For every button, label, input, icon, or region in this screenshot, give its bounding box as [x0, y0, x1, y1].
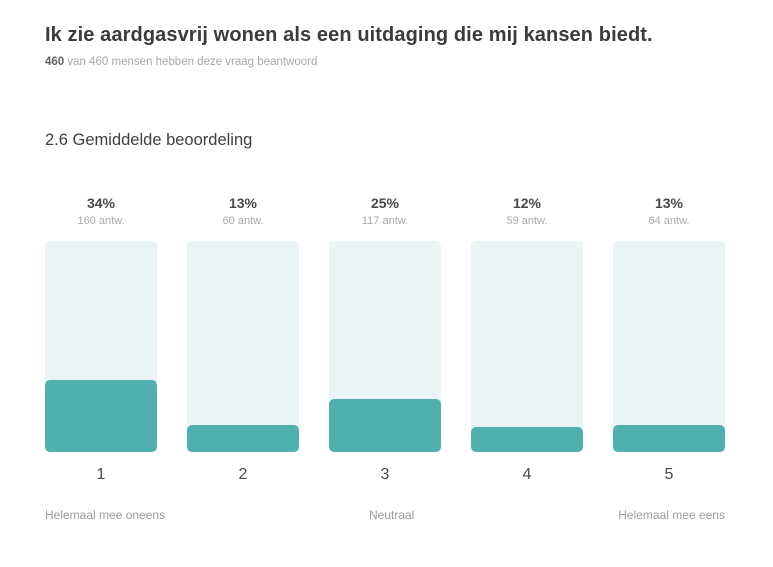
bar-column-1: 34% 160 antw. 1 — [45, 195, 157, 485]
bar-answers-label: 160 antw. — [77, 215, 125, 227]
scale-label-left: Helemaal mee oneens — [45, 508, 166, 522]
bar-rating-number: 3 — [380, 466, 390, 483]
bar-track — [471, 241, 583, 452]
bar-fill — [613, 424, 725, 452]
bar-columns: 34% 160 antw. 1 13% 60 antw. 2 25% 117 a… — [45, 195, 725, 485]
bar-percent-label: 34% — [86, 195, 116, 211]
scale-label-right: Helemaal mee eens — [618, 508, 725, 522]
bar-answers-label: 64 antw. — [648, 215, 690, 227]
bar-track — [187, 241, 299, 452]
bar-percent-label: 13% — [654, 195, 684, 211]
bar-track — [329, 241, 441, 452]
bar-rating-number: 4 — [522, 466, 532, 483]
average-rating-heading: 2.6 Gemiddelde beoordeling — [45, 131, 253, 149]
respondents-line: 460 van 460 mensen hebben deze vraag bea… — [45, 56, 725, 68]
bar-percent-label: 25% — [370, 195, 400, 211]
bar-fill — [187, 424, 299, 452]
bar-track — [613, 241, 725, 452]
question-title: Ik zie aardgasvrij wonen als een uitdagi… — [45, 24, 653, 46]
bar-answers-label: 60 antw. — [222, 215, 264, 227]
bar-column-4: 12% 59 antw. 4 — [471, 195, 583, 485]
bar-percent-label: 13% — [228, 195, 258, 211]
bar-rating-number: 2 — [238, 466, 248, 483]
scale-labels-row: Helemaal mee oneens Neutraal Helemaal me… — [45, 508, 725, 522]
bar-answers-label: 59 antw. — [506, 215, 548, 227]
bar-fill — [471, 426, 583, 452]
bar-column-3: 25% 117 antw. 3 — [329, 195, 441, 485]
bar-percent-label: 12% — [512, 195, 542, 211]
bar-rating-number: 5 — [664, 466, 674, 483]
bar-fill — [329, 399, 441, 452]
rating-bar-chart: 34% 160 antw. 1 13% 60 antw. 2 25% 117 a… — [45, 195, 725, 522]
bar-column-2: 13% 60 antw. 2 — [187, 195, 299, 485]
bar-rating-number: 1 — [96, 466, 106, 483]
respondents-text: van 460 mensen hebben deze vraag beantwo… — [64, 56, 318, 68]
respondents-count: 460 — [45, 56, 65, 68]
bar-column-5: 13% 64 antw. 5 — [613, 195, 725, 485]
scale-label-center: Neutraal — [368, 508, 415, 522]
bar-track — [45, 241, 157, 452]
bar-fill — [45, 380, 157, 452]
bar-answers-label: 117 antw. — [361, 215, 409, 227]
